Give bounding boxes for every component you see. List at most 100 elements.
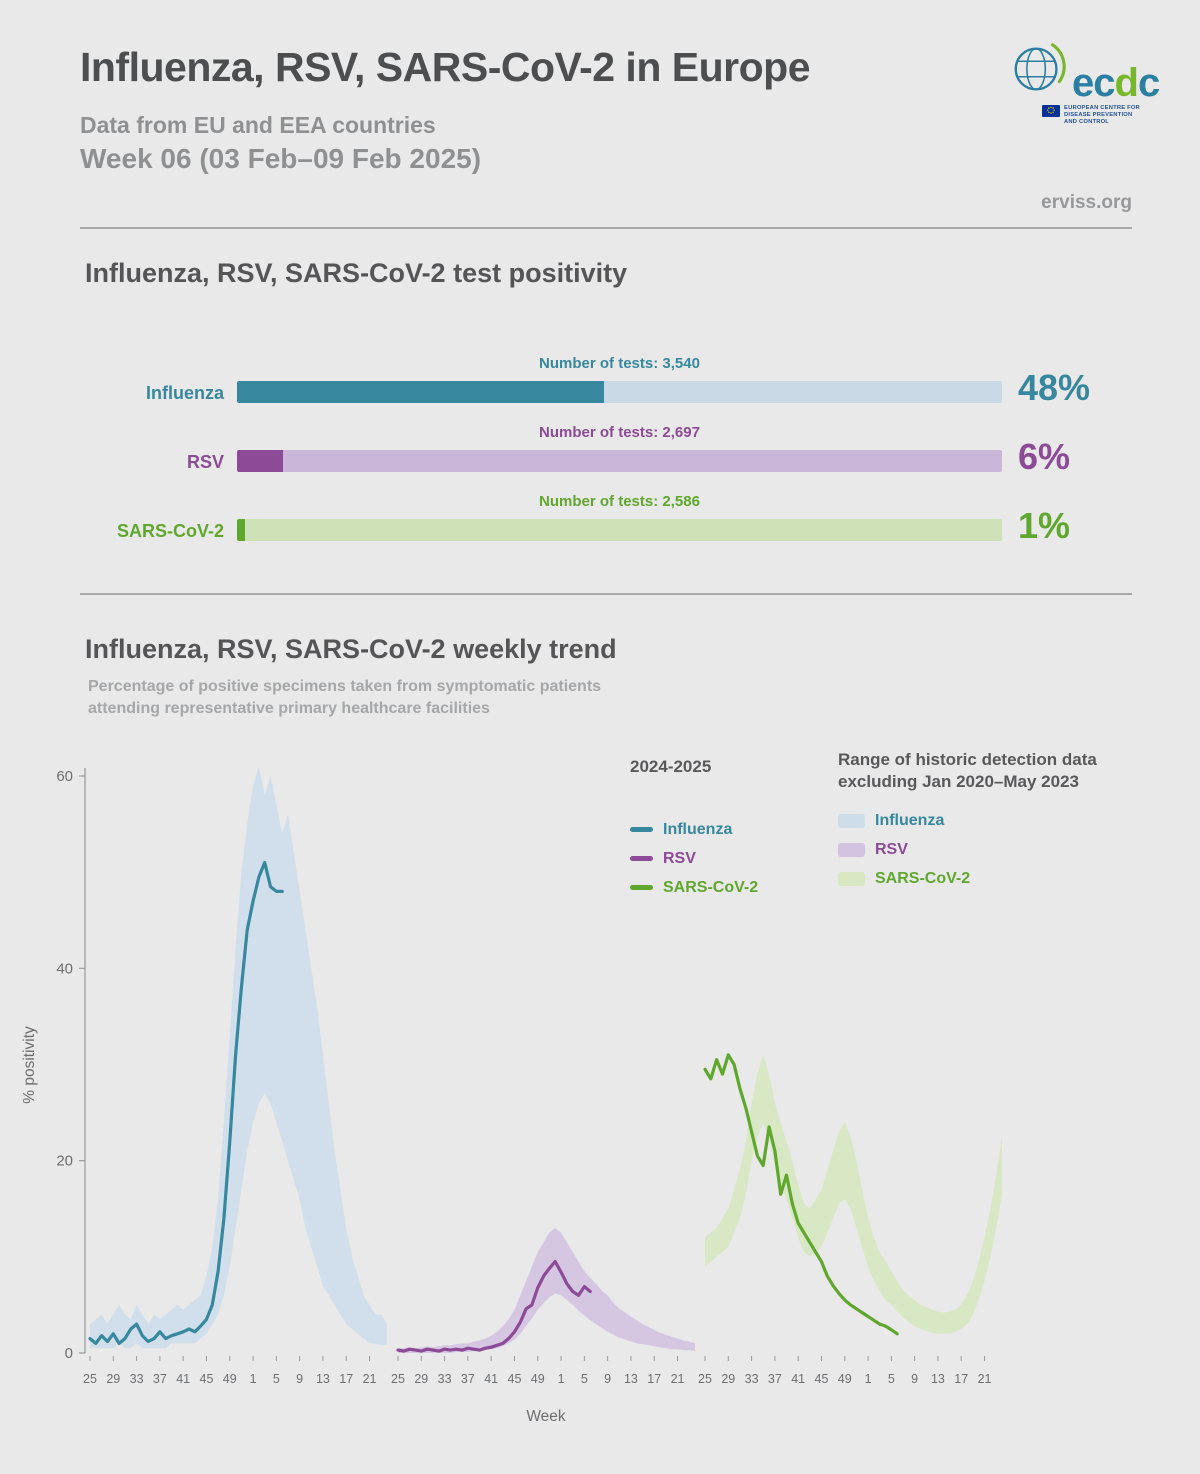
influenza-historic-band — [90, 766, 387, 1349]
trend-heading: Influenza, RSV, SARS-CoV-2 weekly trend — [85, 634, 617, 664]
tests-count-label: Number of tests: 2,697 — [539, 424, 700, 441]
x-tick-label: 37 — [768, 1372, 782, 1386]
erviss-link[interactable]: erviss.org — [1041, 192, 1132, 213]
trend-subtitle-line2: attending representative primary healthc… — [88, 700, 490, 717]
series-label: Influenza — [145, 383, 224, 403]
positivity-row-sars-cov-2: Number of tests: 2,586 SARS-CoV-2 1% — [0, 493, 1200, 563]
section-divider — [80, 593, 1132, 595]
positivity-bar-fill — [237, 519, 245, 541]
globe-icon — [1014, 43, 1066, 91]
header-divider — [80, 227, 1132, 229]
x-tick-label: 17 — [339, 1372, 353, 1386]
y-axis-title: % positivity — [21, 1026, 38, 1104]
positivity-row-influenza: Number of tests: 3,540 Influenza 48% — [0, 355, 1200, 425]
trend-subtitle-line1: Percentage of positive specimens taken f… — [88, 678, 602, 695]
x-tick-label: 9 — [911, 1372, 918, 1386]
x-tick-label: 25 — [83, 1372, 97, 1386]
y-tick-label: 40 — [56, 960, 73, 977]
rsv-historic-band — [398, 1228, 695, 1353]
y-tick-label: 60 — [56, 768, 73, 785]
rsv-band-swatch — [838, 842, 865, 857]
rsv-current-season-line — [396, 1260, 592, 1353]
legend-current-season: 2024-2025 Influenza RSV SARS-CoV-2 — [630, 756, 758, 902]
x-tick-label: 37 — [153, 1372, 167, 1386]
series-label: SARS-CoV-2 — [116, 521, 224, 541]
x-tick-label: 21 — [363, 1372, 377, 1386]
x-tick-label: 9 — [296, 1372, 303, 1386]
positivity-percent: 6% — [1018, 436, 1071, 477]
x-tick-label: 49 — [531, 1372, 545, 1386]
ecdc-wordmark: ecdc — [1072, 61, 1160, 105]
x-tick-label: 45 — [815, 1372, 829, 1386]
x-tick-label: 37 — [461, 1372, 475, 1386]
positivity-heading: Influenza, RSV, SARS-CoV-2 test positivi… — [85, 258, 628, 288]
x-tick-label: 13 — [624, 1372, 638, 1386]
legend-season-title: 2024-2025 — [630, 757, 712, 776]
x-tick-label: 5 — [273, 1372, 280, 1386]
legend-item-historic-influenza: Influenza — [838, 806, 1168, 835]
ecdc-caption: EUROPEAN CENTRE FOR DISEASE PREVENTION A… — [1064, 105, 1140, 126]
x-axis-title: Week — [526, 1408, 566, 1425]
x-tick-label: 5 — [581, 1372, 588, 1386]
positivity-percent: 48% — [1018, 367, 1091, 408]
tests-count-label: Number of tests: 3,540 — [539, 355, 700, 372]
x-tick-label: 49 — [223, 1372, 237, 1386]
legend-historic-title: Range of historic detection data excludi… — [838, 750, 1097, 792]
legend-item-historic-sars-cov-2: SARS-CoV-2 — [838, 864, 1168, 893]
influenza-current-season-line — [88, 860, 284, 1345]
x-tick-label: 17 — [647, 1372, 661, 1386]
x-tick-label: 33 — [438, 1372, 452, 1386]
x-tick-label: 5 — [888, 1372, 895, 1386]
sars-cov-2-band-swatch — [838, 871, 865, 886]
x-tick-label: 45 — [508, 1372, 522, 1386]
rsv-line-swatch — [630, 856, 653, 861]
page-subtitle: Data from EU and EEA countries — [80, 112, 436, 138]
x-tick-label: 41 — [484, 1372, 498, 1386]
positivity-row-rsv: Number of tests: 2,697 RSV 6% — [0, 424, 1200, 494]
x-tick-label: 29 — [106, 1372, 120, 1386]
x-tick-label: 45 — [200, 1372, 214, 1386]
legend-historic-range: Range of historic detection data excludi… — [838, 749, 1168, 893]
influenza-line-swatch — [630, 827, 653, 832]
y-tick-label: 20 — [56, 1153, 73, 1170]
sars-cov-2-current-season-line — [703, 1053, 899, 1336]
ecdc-logo: ecdc EUROPEAN CENTRE FOR DISEASE PREVENT… — [1008, 38, 1168, 127]
legend-item-rsv: RSV — [630, 844, 758, 873]
legend-item-influenza: Influenza — [630, 815, 758, 844]
weekly-trend-chart: 0 20 40 60 % positivity 25 29 33 37 41 45 49 1 5 9 13 17… — [21, 766, 1002, 1425]
legend-item-historic-rsv: RSV — [838, 835, 1168, 864]
positivity-bar-fill — [237, 381, 605, 403]
page-title: Influenza, RSV, SARS-CoV-2 in Europe — [80, 44, 811, 90]
x-tick-label: 29 — [721, 1372, 735, 1386]
influenza-band-swatch — [838, 813, 865, 828]
x-tick-label: 1 — [558, 1372, 565, 1386]
sars-cov-2-historic-band — [705, 1054, 1002, 1334]
x-tick-label: 25 — [698, 1372, 712, 1386]
legend-item-sars-cov-2: SARS-CoV-2 — [630, 873, 758, 902]
x-tick-label: 41 — [176, 1372, 190, 1386]
x-tick-label: 9 — [604, 1372, 611, 1386]
x-tick-label: 25 — [391, 1372, 405, 1386]
x-tick-label: 1 — [865, 1372, 872, 1386]
series-label: RSV — [186, 452, 224, 472]
x-tick-label: 33 — [745, 1372, 759, 1386]
y-tick-label: 0 — [65, 1345, 73, 1362]
tests-count-label: Number of tests: 2,586 — [539, 493, 700, 510]
x-tick-label: 21 — [671, 1372, 685, 1386]
x-tick-label: 13 — [316, 1372, 330, 1386]
x-tick-label: 49 — [838, 1372, 852, 1386]
x-tick-label: 17 — [954, 1372, 968, 1386]
positivity-bar-track — [237, 519, 1002, 541]
x-tick-label: 1 — [250, 1372, 257, 1386]
x-tick-label: 41 — [791, 1372, 805, 1386]
positivity-bar-track — [237, 381, 1002, 403]
week-range: Week 06 (03 Feb–09 Feb 2025) — [80, 143, 482, 174]
positivity-percent: 1% — [1018, 505, 1071, 546]
positivity-bar-track — [237, 450, 1002, 472]
positivity-bar-fill — [237, 450, 283, 472]
x-tick-label: 13 — [931, 1372, 945, 1386]
x-tick-label: 21 — [978, 1372, 992, 1386]
x-tick-label: 33 — [130, 1372, 144, 1386]
sars-cov-2-line-swatch — [630, 885, 653, 890]
